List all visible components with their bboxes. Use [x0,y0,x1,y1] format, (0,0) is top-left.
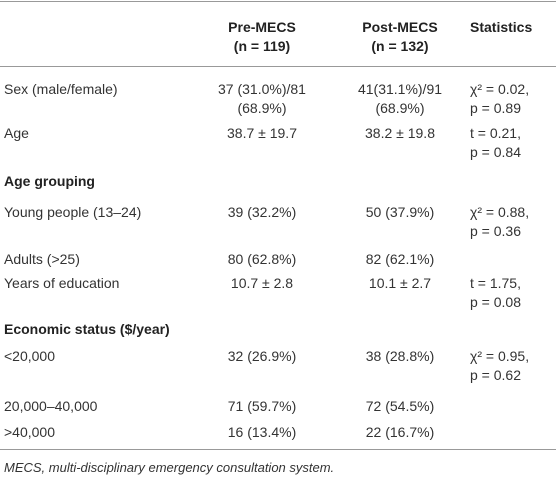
statistic: t = 1.75, [470,275,521,291]
bottom-rule [0,449,556,450]
post-value: 10.1 ± 2.7 [368,275,432,291]
post-value: 22 (16.7%) [365,424,435,440]
header-post: Post-MECS [362,19,438,35]
post-value: 38 (28.8%) [365,348,435,364]
post-value: 82 (62.1%) [365,251,435,267]
header-stats: Statistics [470,19,533,35]
statistic: χ² = 0.02, [470,81,530,97]
statistic: t = 0.21, [470,125,521,141]
pre-value: 32 (26.9%) [227,348,297,364]
header-rule [0,66,556,67]
pre-value: 80 (62.8%) [227,251,297,267]
statistic: p = 0.89 [470,100,521,116]
pre-value: 38.7 ± 19.7 [227,125,297,141]
post-value: 41(31.1%)/91 [357,81,443,97]
post-value: 38.2 ± 19.8 [365,125,435,141]
statistic: χ² = 0.88, [470,204,530,220]
pre-value: 10.7 ± 2.8 [230,275,294,291]
header-pre-n: (n = 119) [233,38,291,54]
statistic: χ² = 0.95, [470,348,530,364]
pre-value: 16 (13.4%) [227,424,297,440]
header-post-n: (n = 132) [371,38,429,54]
statistic: p = 0.36 [470,223,521,239]
section-label: Economic status ($/year) [4,321,170,337]
row-label: Age [4,125,29,141]
footnote: MECS, multi-disciplinary emergency consu… [4,460,335,475]
row-label: 20,000–40,000 [4,398,98,414]
row-label: >40,000 [4,424,55,440]
row-label: Sex (male/female) [4,81,118,97]
header-pre: Pre-MECS [228,19,296,35]
section-label: Age grouping [4,173,95,189]
post-value: 50 (37.9%) [365,204,435,220]
statistic: p = 0.84 [470,144,521,160]
row-label: <20,000 [4,348,55,364]
pre-value: 39 (32.2%) [227,204,297,220]
row-label: Adults (>25) [4,251,80,267]
pre-value: (68.9%) [237,100,287,116]
pre-value: 37 (31.0%)/81 [218,81,306,97]
row-label: Young people (13–24) [4,204,142,220]
post-value: 72 (54.5%) [365,398,435,414]
top-rule [0,1,556,2]
statistic: p = 0.62 [470,367,521,383]
pre-value: 71 (59.7%) [227,398,297,414]
row-label: Years of education [4,275,120,291]
statistic: p = 0.08 [470,294,521,310]
post-value: (68.9%) [375,100,425,116]
